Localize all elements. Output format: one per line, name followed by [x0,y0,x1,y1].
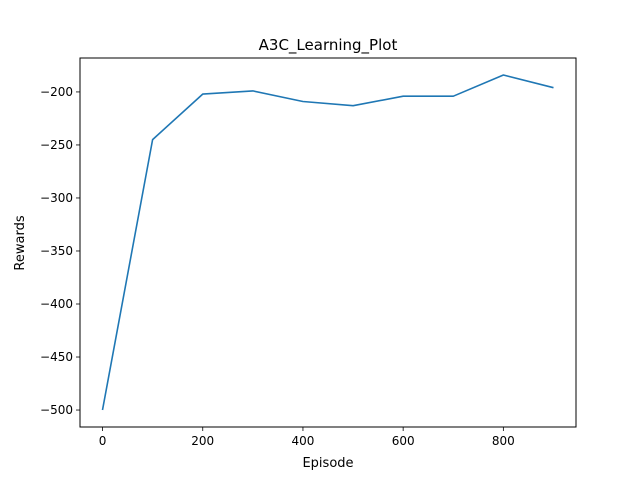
plot-area-frame [79,57,577,428]
y-tick-label: −350 [40,244,73,258]
x-tick-label: 0 [99,434,107,448]
y-tick-label: −450 [40,350,73,364]
x-tick-label: 600 [392,434,415,448]
y-tick-label: −300 [40,191,73,205]
y-tick-label: −500 [40,403,73,417]
chart-title: A3C_Learning_Plot [259,36,398,55]
y-axis-label: Rewards [13,215,28,270]
x-tick-label: 800 [492,434,515,448]
y-axis-ticks: −500 −450 −400 −350 −300 −250 −200 [40,85,80,417]
y-tick-label: −400 [40,297,73,311]
y-tick-label: −250 [40,138,73,152]
x-axis-ticks: 0 200 400 600 800 [99,427,515,448]
x-axis-label: Episode [302,456,353,471]
x-tick-label: 200 [191,434,214,448]
y-tick-label: −200 [40,85,73,99]
series-group [101,74,554,411]
series-line-0 [101,74,554,411]
x-tick-label: 400 [291,434,314,448]
